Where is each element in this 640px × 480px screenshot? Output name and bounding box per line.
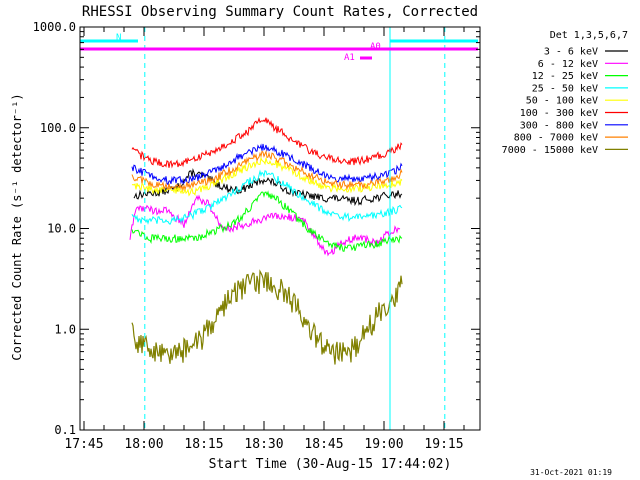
series-line-25-50-kev xyxy=(131,169,403,225)
series-line-12-25-kev xyxy=(131,190,403,252)
series-line-7000-15000-kev xyxy=(131,269,403,365)
y-axis-label: Corrected Count Rate (s⁻¹ detector⁻¹) xyxy=(10,93,24,360)
y-tick-label: 10.0 xyxy=(47,222,76,236)
y-tick-label: 1.0 xyxy=(54,322,76,336)
chart-title: RHESSI Observing Summary Count Rates, Co… xyxy=(82,4,478,20)
legend-label-800-7000-kev: 800 - 7000 keV xyxy=(514,133,598,144)
y-tick-label: 1000.0 xyxy=(33,20,76,34)
x-tick-label: 18:00 xyxy=(124,437,163,452)
x-tick-label: 18:45 xyxy=(304,437,343,452)
x-tick-label: 17:45 xyxy=(64,437,103,452)
x-tick-label: 19:00 xyxy=(364,437,403,452)
legend-label-100-300-kev: 100 - 300 keV xyxy=(520,108,598,119)
series-line-100-300-kev xyxy=(131,116,403,169)
x-axis-label: Start Time (30-Aug-15 17:44:02) xyxy=(209,457,452,472)
legend-title: Det 1,3,5,6,7 xyxy=(550,30,628,41)
legend-label-6-12-kev: 6 - 12 keV xyxy=(538,59,598,70)
y-tick-label: 100.0 xyxy=(40,121,76,135)
series-layer xyxy=(129,116,403,365)
legend-label-50-100-kev: 50 - 100 keV xyxy=(526,96,598,107)
legend-label-3-6-kev: 3 - 6 keV xyxy=(544,47,598,58)
axes-layer: 0.1 1.0 10.0 100.0 1000.0 17:45 18:00 18:15 18:3… xyxy=(33,20,481,452)
legend-label-12-25-kev: 12 - 25 keV xyxy=(532,71,598,82)
x-tick-label: 18:15 xyxy=(184,437,223,452)
x-tick-label: 19:15 xyxy=(424,437,463,452)
legend-label-7000-15000-kev: 7000 - 15000 keV xyxy=(502,145,598,156)
series-line-50-100-kev xyxy=(131,156,403,197)
x-tick-label: 18:30 xyxy=(244,437,283,452)
series-line-300-800-kev xyxy=(131,143,403,186)
footer-timestamp: 31-Oct-2021 01:19 xyxy=(530,468,612,477)
state-bar-layer: N A0 A1 xyxy=(80,33,478,63)
state-bar-label-a0: A0 xyxy=(370,42,381,52)
state-bar-label-n: N xyxy=(116,33,121,43)
legend-label-25-50-kev: 25 - 50 keV xyxy=(532,83,598,94)
legend-label-300-800-kev: 300 - 800 keV xyxy=(520,120,598,131)
series-line-800-7000-kev xyxy=(131,149,403,192)
state-bar-label-a1: A1 xyxy=(344,53,355,63)
y-tick-label: 0.1 xyxy=(54,423,76,437)
